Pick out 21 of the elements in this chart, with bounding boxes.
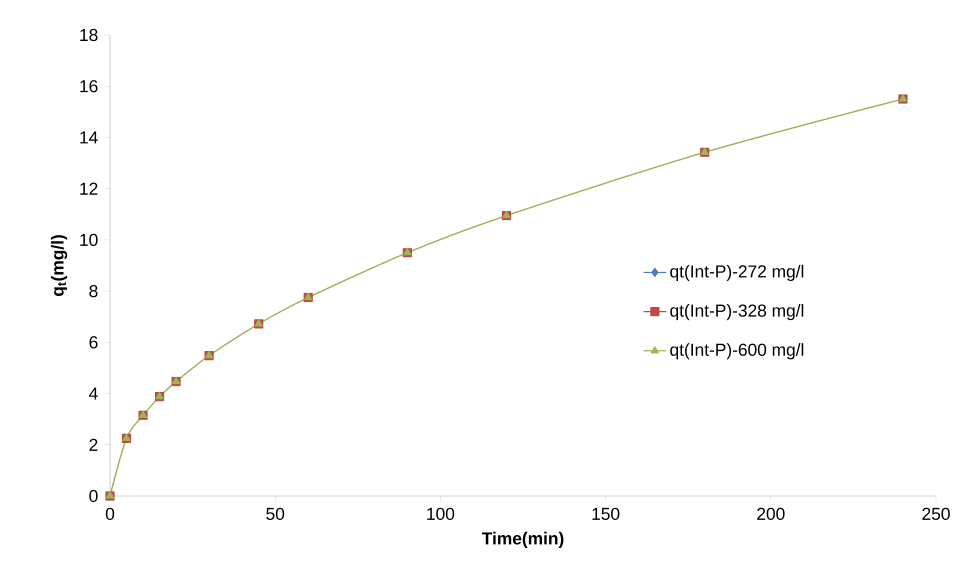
y-tick-label: 0 bbox=[89, 490, 98, 502]
y-tick-label: 8 bbox=[89, 284, 98, 298]
x-tick-label: 100 bbox=[427, 508, 454, 520]
legend-label: qt(Int-P)-600 mg/l bbox=[670, 343, 804, 360]
y-tick-label: 16 bbox=[80, 80, 98, 92]
y-axis-title: q$_{t}$(mg/l) bbox=[50, 235, 68, 296]
x-tick-label: 250 bbox=[922, 508, 950, 520]
y-tick-label: 4 bbox=[89, 388, 98, 400]
y-tick-label: 6 bbox=[90, 336, 98, 348]
x-tick-label: 150 bbox=[592, 508, 620, 520]
y-tick-label: 12 bbox=[80, 182, 98, 195]
x-axis-title: Time(min) bbox=[482, 532, 564, 548]
y-tick-label: 10 bbox=[80, 234, 98, 246]
y-tick-label: 18 bbox=[80, 28, 98, 42]
x-tick-label: 200 bbox=[757, 508, 785, 520]
legend-label: qt(Int-P)-328 mg/l bbox=[670, 304, 804, 320]
y-tick-label: 14 bbox=[80, 131, 98, 144]
legend-label: qt(Int-P)-272 mg/l bbox=[670, 264, 804, 282]
y-tick-label: 2 bbox=[90, 438, 98, 451]
x-tick-label: 0 bbox=[106, 508, 114, 520]
x-tick-label: 50 bbox=[266, 508, 284, 520]
